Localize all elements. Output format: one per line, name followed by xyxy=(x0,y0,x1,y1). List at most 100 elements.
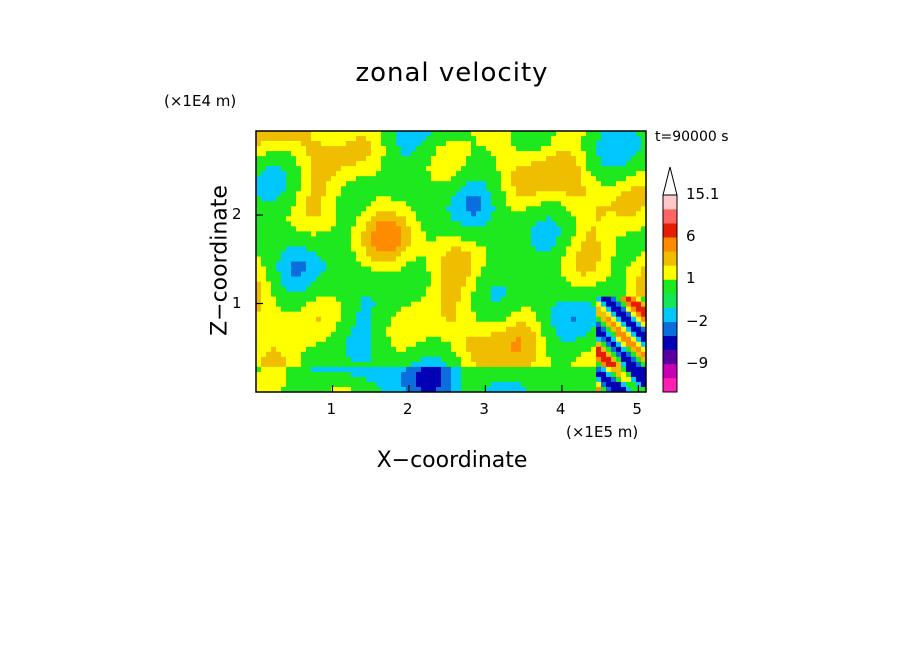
field-cell xyxy=(576,161,582,167)
field-cell xyxy=(616,156,622,162)
field-cell xyxy=(356,296,362,303)
field-cell xyxy=(606,226,612,232)
field-cell xyxy=(351,236,357,243)
field-cell xyxy=(311,381,317,388)
field-cell xyxy=(531,331,537,338)
field-cell xyxy=(286,206,292,212)
field-cell xyxy=(636,361,642,368)
field-cell xyxy=(416,281,422,288)
field-cell xyxy=(626,166,632,172)
field-cell xyxy=(341,331,347,338)
field-cell xyxy=(331,161,337,167)
field-cell xyxy=(556,131,562,137)
field-cell xyxy=(271,256,277,263)
field-cell xyxy=(301,151,307,157)
field-cell xyxy=(336,281,342,288)
field-cell xyxy=(556,156,562,162)
field-cell xyxy=(606,336,612,343)
field-cell xyxy=(351,136,357,142)
field-cell xyxy=(456,376,462,383)
field-cell xyxy=(521,161,527,167)
field-cell xyxy=(336,376,342,383)
field-cell xyxy=(506,206,512,212)
field-cell xyxy=(321,161,327,167)
field-cell xyxy=(306,171,312,177)
field-cell xyxy=(566,221,572,227)
field-cell xyxy=(506,301,512,308)
field-cell xyxy=(591,151,597,157)
field-cell xyxy=(556,226,562,232)
field-cell xyxy=(481,286,487,293)
field-cell xyxy=(546,371,552,378)
field-cell xyxy=(466,366,472,373)
field-cell xyxy=(291,291,297,298)
field-cell xyxy=(266,151,272,157)
field-cell xyxy=(266,251,272,258)
field-cell xyxy=(516,231,522,238)
field-cell xyxy=(496,256,502,263)
field-cell xyxy=(461,266,467,273)
field-cell xyxy=(366,351,372,358)
field-cell xyxy=(526,196,532,202)
field-cell xyxy=(266,136,272,142)
field-cell xyxy=(476,136,482,142)
field-cell xyxy=(346,161,352,167)
field-cell xyxy=(546,256,552,263)
field-cell xyxy=(391,281,397,288)
field-cell xyxy=(601,201,607,207)
field-cell xyxy=(326,376,332,383)
field-cell xyxy=(261,236,267,243)
field-cell xyxy=(556,361,562,368)
field-cell xyxy=(266,356,272,363)
field-cell xyxy=(576,186,582,192)
field-cell xyxy=(441,166,447,172)
field-cell xyxy=(586,176,592,182)
field-cell xyxy=(426,366,432,373)
field-cell xyxy=(361,336,367,343)
field-cell xyxy=(416,241,422,248)
field-cell xyxy=(346,206,352,212)
field-cell xyxy=(281,151,287,157)
field-cell xyxy=(386,351,392,358)
field-cell xyxy=(466,376,472,383)
field-cell xyxy=(466,336,472,343)
field-cell xyxy=(281,381,287,388)
field-cell xyxy=(331,261,337,268)
field-cell xyxy=(566,271,572,278)
field-cell xyxy=(306,231,312,238)
field-cell xyxy=(606,176,612,182)
field-cell xyxy=(456,146,462,152)
field-cell xyxy=(396,221,402,227)
field-cell xyxy=(266,366,272,373)
field-cell xyxy=(601,306,607,313)
field-cell xyxy=(276,386,282,392)
field-cell xyxy=(611,171,617,177)
field-cell xyxy=(611,221,617,227)
field-cell xyxy=(321,306,327,313)
field-cell xyxy=(591,146,597,152)
field-cell xyxy=(281,216,287,222)
field-cell xyxy=(636,276,642,283)
field-cell xyxy=(456,326,462,333)
field-cell xyxy=(336,341,342,348)
field-cell xyxy=(616,316,622,323)
field-cell xyxy=(381,156,387,162)
field-cell xyxy=(536,376,542,383)
field-cell xyxy=(631,326,637,333)
field-cell xyxy=(436,371,442,378)
field-cell xyxy=(426,361,432,368)
field-cell xyxy=(271,231,277,238)
field-cell xyxy=(301,376,307,383)
field-cell xyxy=(361,246,367,253)
field-cell xyxy=(326,246,332,253)
field-cell xyxy=(596,301,602,308)
field-cell xyxy=(641,326,646,333)
field-cell xyxy=(431,201,437,207)
field-cell xyxy=(391,341,397,348)
field-cell xyxy=(591,196,597,202)
field-cell xyxy=(616,366,622,373)
field-cell xyxy=(276,191,282,197)
field-cell xyxy=(556,276,562,283)
field-cell xyxy=(436,211,442,217)
field-cell xyxy=(456,371,462,378)
